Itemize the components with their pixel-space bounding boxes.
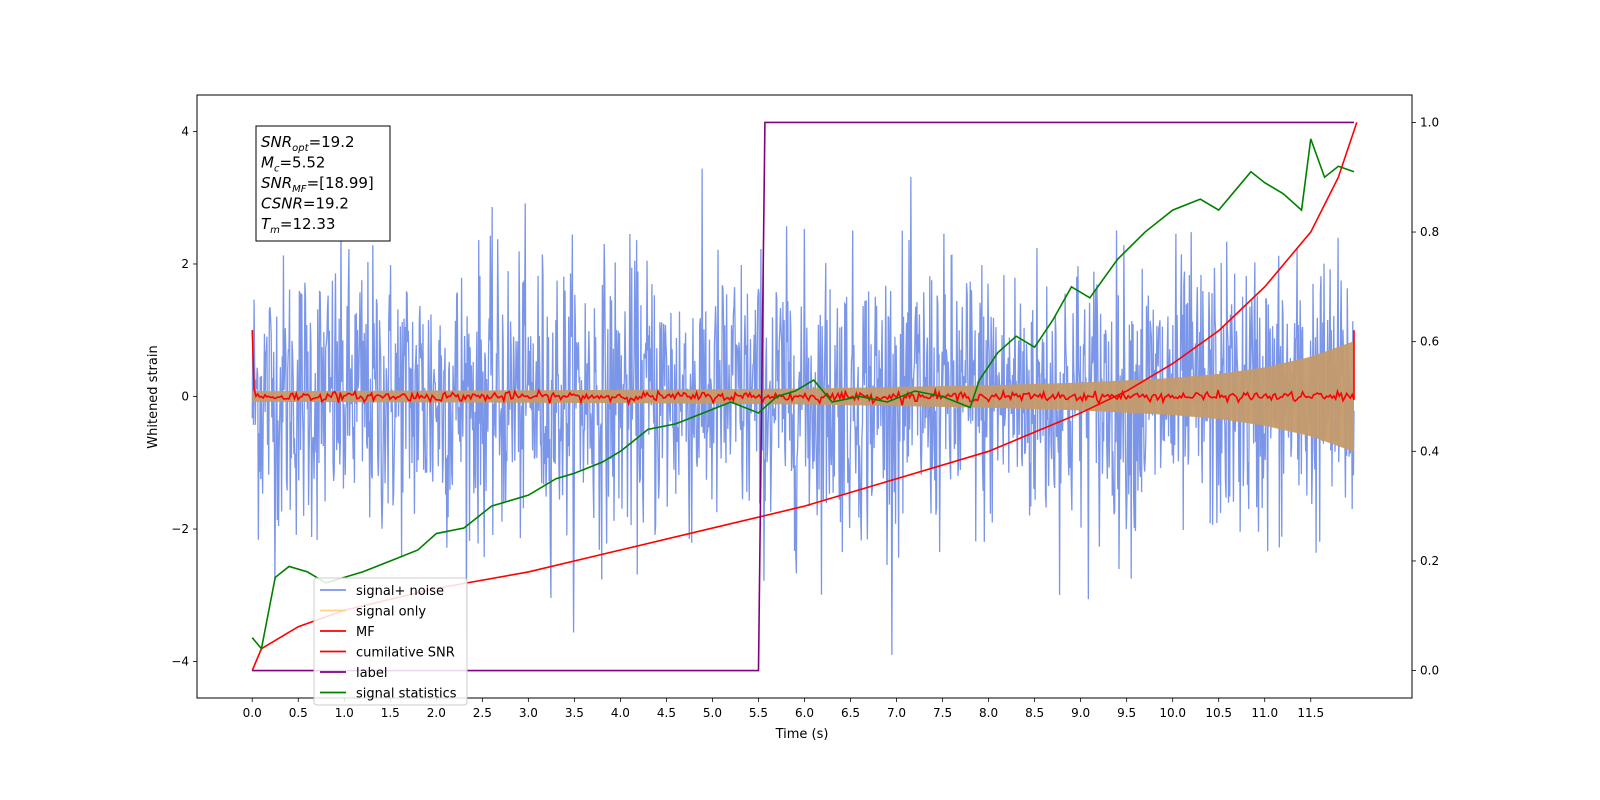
series-signal-statistics — [251, 138, 1355, 651]
x-tick-label: 4.0 — [611, 706, 630, 720]
annotation-line: Tm=12.33 — [261, 215, 335, 236]
series-label — [252, 121, 1355, 672]
x-tick-label: 2.0 — [427, 706, 446, 720]
x-tick-label: 7.0 — [887, 706, 906, 720]
legend-entry: signal only — [356, 605, 426, 620]
y-axis-right: 1.0 0.8 0.6 0.4 0.2 0.0 — [1412, 115, 1439, 678]
x-tick-label: 1.0 — [335, 706, 354, 720]
y-right-tick-label: 0.0 — [1420, 664, 1439, 678]
x-axis: 0.0 0.5 1.0 1.5 2.0 2.5 3.0 3.5 4.0 4.5 5.0 5.5 6.0 6… — [243, 698, 1324, 720]
x-tick-label: 10.0 — [1159, 706, 1186, 720]
x-tick-label: 8.0 — [979, 706, 998, 720]
legend-entry: cumilative SNR — [356, 646, 455, 661]
x-tick-label: 1.5 — [381, 706, 400, 720]
annotation-box: SNRopt=19.2Mc=5.52SNRMF=[18.99]CSNR=19.2… — [255, 125, 391, 242]
y-tick-label: 0 — [181, 390, 189, 404]
x-tick-label: 7.5 — [933, 706, 952, 720]
x-tick-label: 10.5 — [1205, 706, 1232, 720]
x-axis-label: Time (s) — [775, 727, 829, 742]
x-tick-label: 3.0 — [519, 706, 538, 720]
legend-entry: signal statistics — [356, 687, 457, 702]
y-tick-label: 2 — [181, 257, 189, 271]
y-tick-label: 4 — [181, 124, 189, 138]
x-tick-label: 5.5 — [749, 706, 768, 720]
x-tick-label: 6.5 — [841, 706, 860, 720]
x-tick-label: 4.5 — [657, 706, 676, 720]
x-tick-label: 0.5 — [289, 706, 308, 720]
legend-entry: label — [356, 666, 387, 681]
y-axis-left: 4 2 0 −2 −4 — [171, 124, 197, 669]
x-tick-label: 5.0 — [703, 706, 722, 720]
legend-frame — [313, 577, 468, 706]
legend-entry: MF — [356, 625, 375, 640]
annotation-line: Mc=5.52 — [261, 154, 325, 175]
x-tick-label: 3.5 — [565, 706, 584, 720]
series-mf — [251, 330, 1355, 407]
x-tick-label: 9.0 — [1071, 706, 1090, 720]
x-tick-label: 8.5 — [1025, 706, 1044, 720]
y-right-tick-label: 0.8 — [1420, 225, 1439, 239]
annotation-line: SNRMF=[18.99] — [261, 174, 374, 195]
x-tick-label: 6.0 — [795, 706, 814, 720]
legend: signal+ noise signal only MF cumilative SNR… — [313, 577, 468, 706]
y-right-tick-label: 0.6 — [1420, 335, 1439, 349]
x-tick-label: 9.5 — [1117, 706, 1136, 720]
x-tick-label: 2.5 — [473, 706, 492, 720]
y-tick-label: −2 — [171, 522, 189, 536]
annotation-line: SNRopt=19.2 — [261, 133, 355, 154]
annotation-frame — [255, 125, 391, 242]
x-tick-label: 11.5 — [1297, 706, 1324, 720]
y-right-tick-label: 0.2 — [1420, 554, 1439, 568]
y-right-tick-label: 0.4 — [1420, 444, 1439, 458]
y-axis-label: Whitened strain — [146, 345, 161, 448]
y-right-tick-label: 1.0 — [1420, 115, 1439, 129]
y-tick-label: −4 — [171, 655, 189, 669]
x-tick-label: 0.0 — [243, 706, 262, 720]
x-tick-label: 11.0 — [1251, 706, 1278, 720]
legend-entry: signal+ noise — [356, 584, 444, 599]
annotation-line: CSNR=19.2 — [261, 195, 349, 213]
